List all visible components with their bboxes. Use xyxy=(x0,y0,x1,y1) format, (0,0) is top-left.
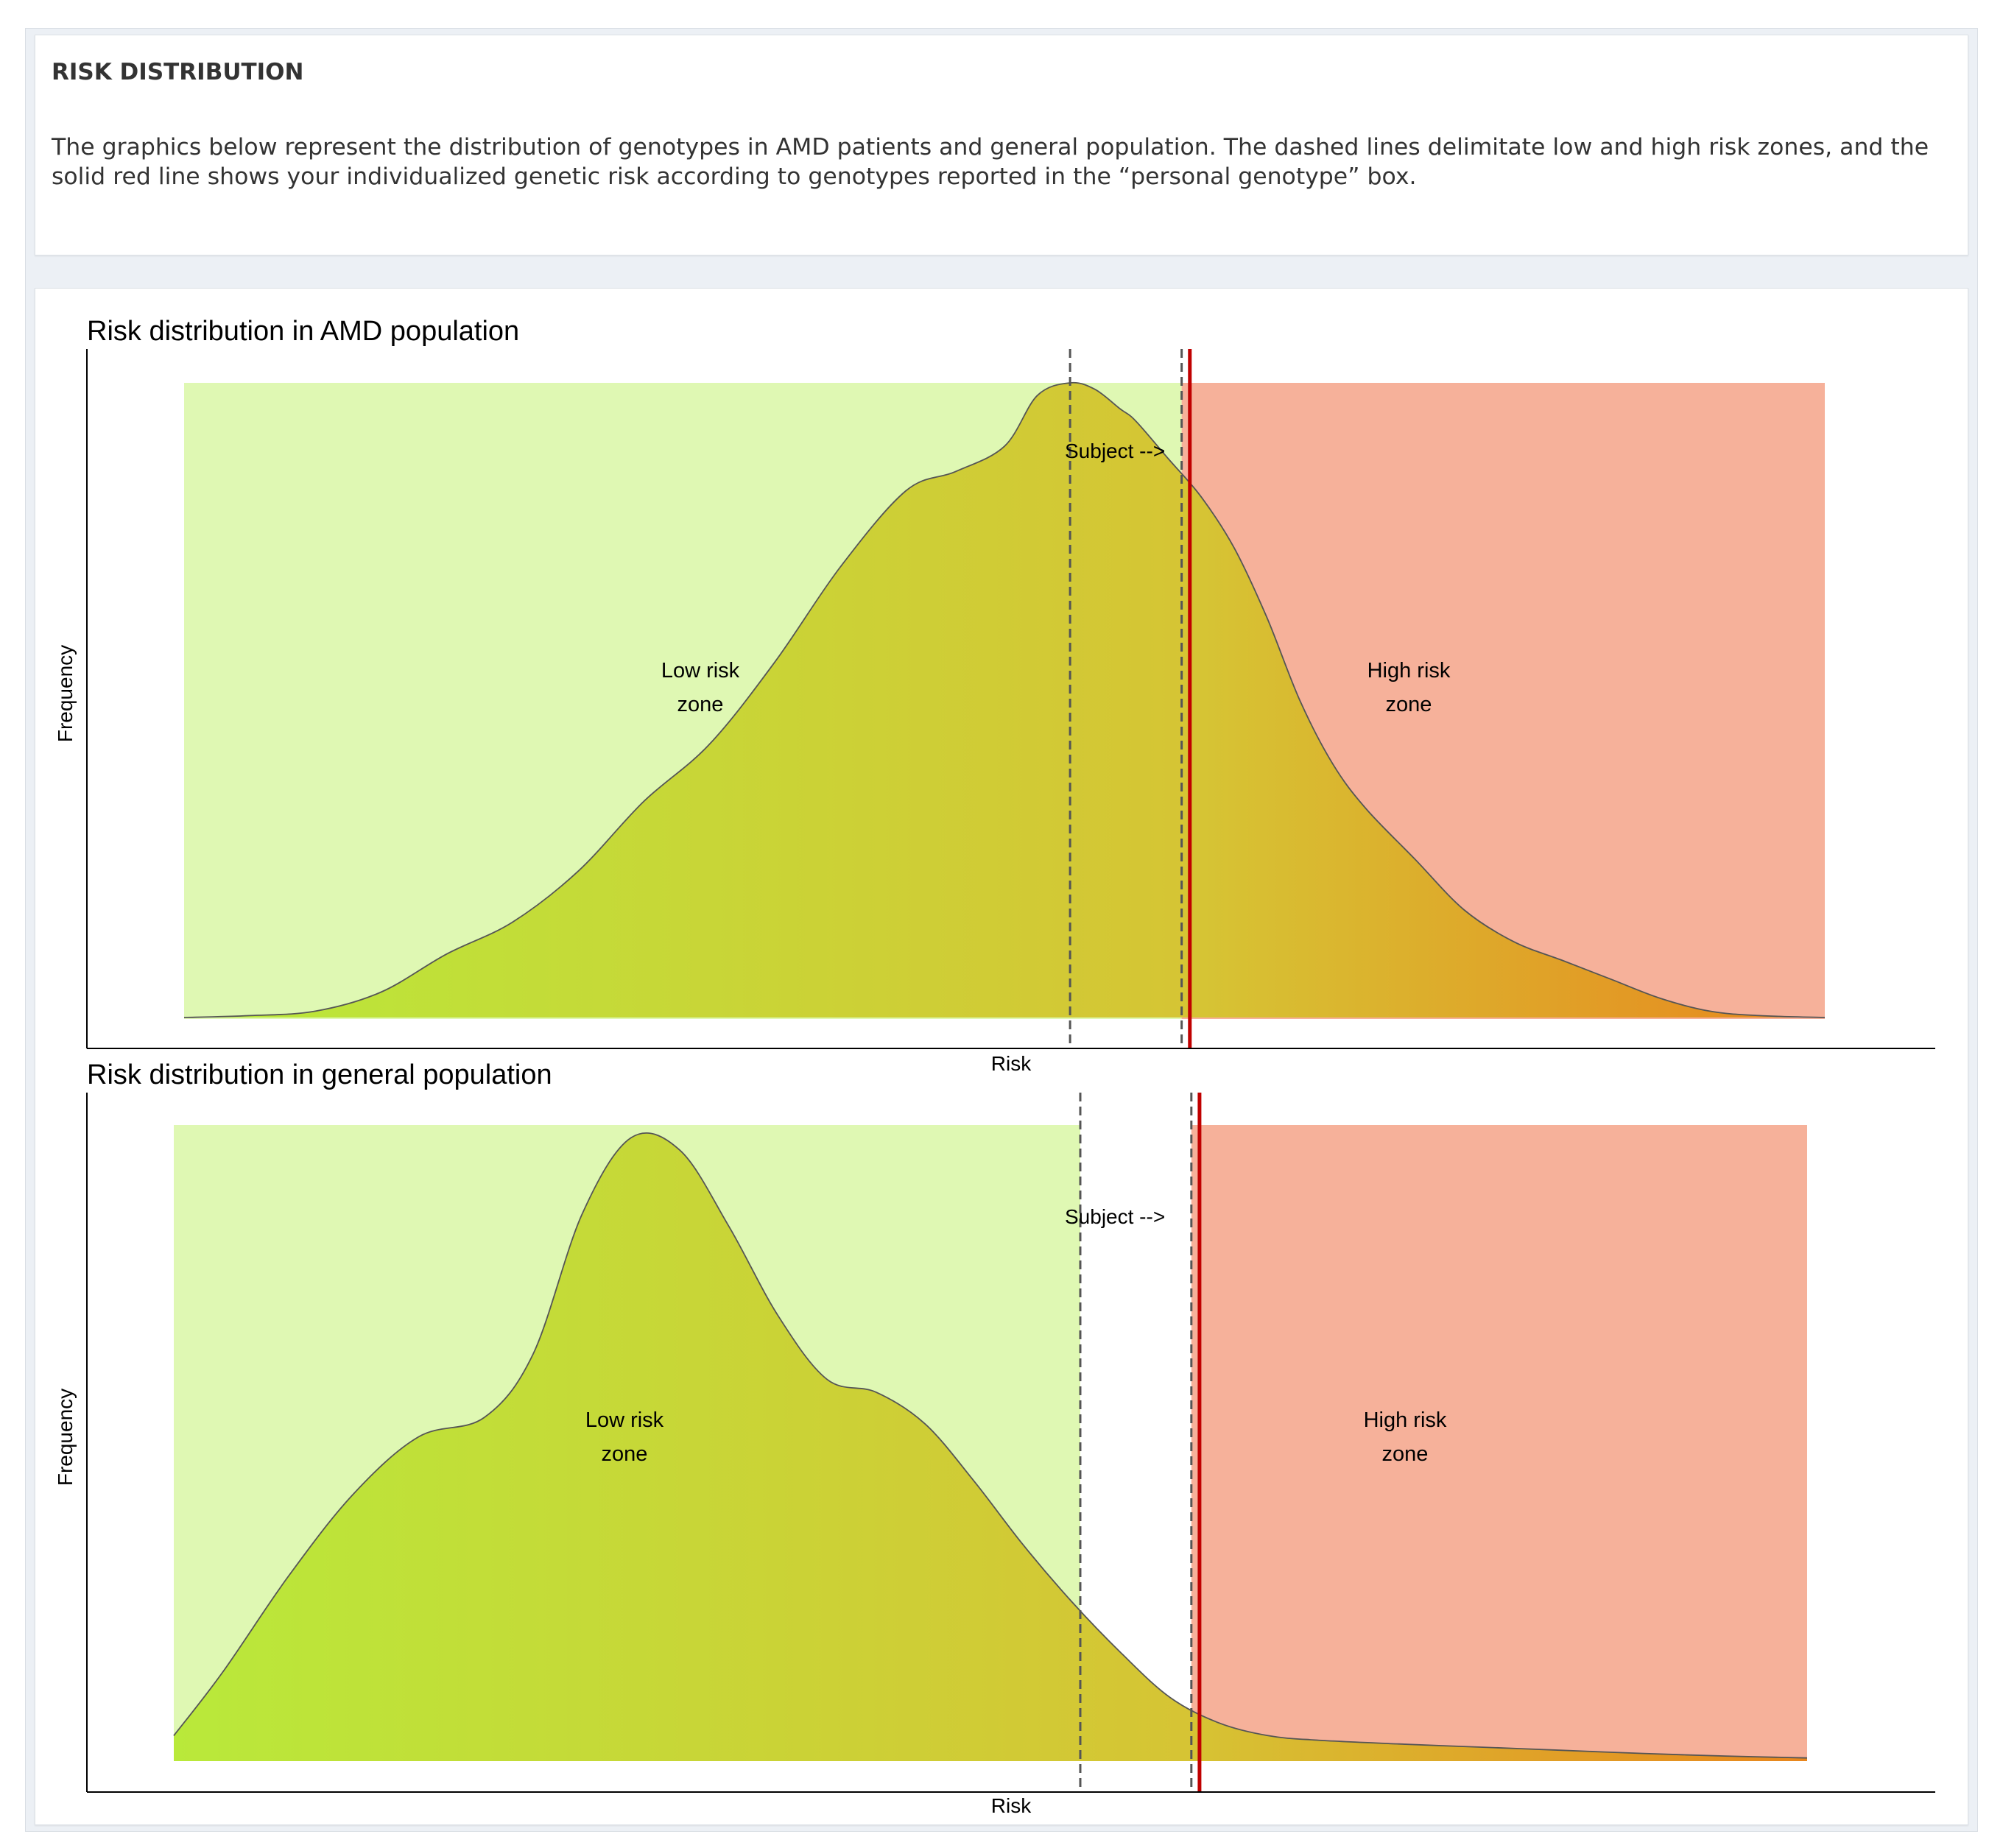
chart-1: Risk distribution in AMD population Risk F… xyxy=(54,316,1935,1075)
high-risk-zone-label: High risk zone xyxy=(1367,659,1451,716)
high-risk-zone-label-line: High risk xyxy=(1367,659,1451,683)
box-description: The graphics below represent the distrib… xyxy=(52,134,1929,190)
chart-title: Risk distribution in AMD population xyxy=(87,316,519,347)
box-title: RISK DISTRIBUTION xyxy=(52,59,304,85)
y-axis-label: Frequency xyxy=(54,645,77,742)
subject-label: Subject --> xyxy=(1065,440,1165,462)
x-axis-label: Risk xyxy=(991,1052,1032,1075)
y-axis-label: Frequency xyxy=(54,1389,77,1486)
high-risk-zone-label-line: High risk xyxy=(1364,1408,1447,1432)
dashboard-content: RISK DISTRIBUTION The graphics below rep… xyxy=(25,28,1978,1832)
chart-2: Risk distribution in general population R… xyxy=(54,1059,1935,1817)
low-risk-zone-label-line: Low risk xyxy=(661,659,740,683)
risk-distribution-box: RISK DISTRIBUTION The graphics below rep… xyxy=(35,35,1968,255)
charts-box: Risk distribution in AMD population Risk F… xyxy=(35,288,1968,1825)
high-risk-zone xyxy=(1191,1125,1807,1761)
high-risk-zone-label: High risk zone xyxy=(1364,1408,1447,1466)
low-risk-zone-label-line: zone xyxy=(602,1442,648,1466)
density-area xyxy=(174,1132,1807,1761)
density-area xyxy=(184,382,1825,1018)
density-curve xyxy=(183,381,1826,1018)
subject-label: Subject --> xyxy=(1065,1205,1165,1228)
x-axis-label: Risk xyxy=(991,1794,1032,1817)
low-risk-zone-label: Low risk zone xyxy=(585,1408,664,1466)
chart-title: Risk distribution in general population xyxy=(87,1059,552,1090)
high-risk-zone-label-line: zone xyxy=(1382,1442,1429,1466)
low-risk-zone-label-line: zone xyxy=(677,693,724,716)
low-risk-zone-label: Low risk zone xyxy=(661,659,740,716)
risk-distribution-charts: Risk distribution in AMD population Risk F… xyxy=(54,316,1935,1817)
density-curve xyxy=(173,1132,1808,1759)
low-risk-zone-label-line: Low risk xyxy=(585,1408,664,1432)
high-risk-zone-label-line: zone xyxy=(1386,693,1432,716)
